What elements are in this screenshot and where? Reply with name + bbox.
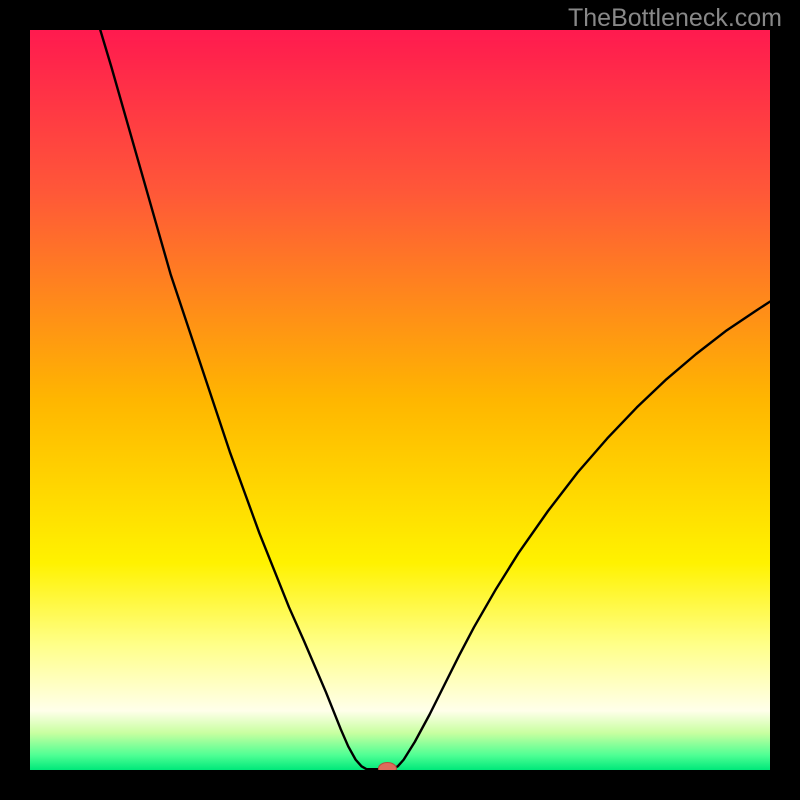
watermark-text: TheBottleneck.com xyxy=(568,4,782,33)
chart-frame: TheBottleneck.com xyxy=(0,0,800,800)
gradient-background xyxy=(30,30,770,770)
plot-area xyxy=(30,30,770,770)
chart-svg xyxy=(30,30,770,770)
